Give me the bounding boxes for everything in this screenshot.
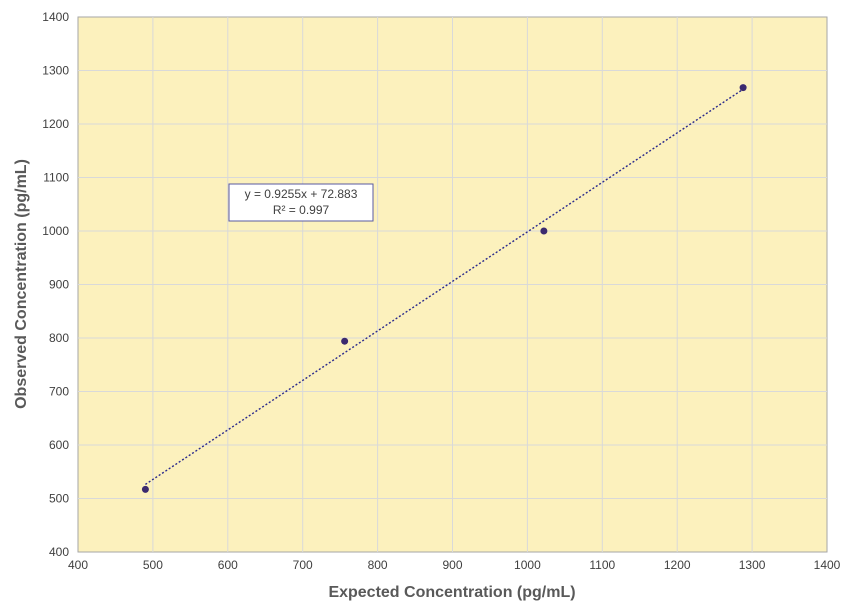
data-point xyxy=(739,84,747,92)
gridlines xyxy=(78,17,827,552)
x-tick-label: 1200 xyxy=(664,558,691,572)
x-tick-label: 400 xyxy=(68,558,88,572)
y-tick-label: 1400 xyxy=(42,10,69,24)
y-tick-label: 1100 xyxy=(43,171,69,185)
trendline xyxy=(145,88,744,485)
y-tick-label: 700 xyxy=(49,385,69,399)
x-tick-label: 500 xyxy=(143,558,163,572)
y-tick-label: 900 xyxy=(49,278,69,292)
data-point xyxy=(141,485,149,493)
data-point xyxy=(341,337,349,345)
x-axis-title: Expected Concentration (pg/mL) xyxy=(328,584,575,601)
y-tick-label: 600 xyxy=(49,438,69,452)
y-axis-title: Observed Concentration (pg/mL) xyxy=(13,159,30,409)
y-tick-label: 1000 xyxy=(42,224,69,238)
y-tick-label: 800 xyxy=(49,331,69,345)
y-tick-label: 500 xyxy=(49,492,69,506)
x-tick-label: 600 xyxy=(218,558,238,572)
data-points xyxy=(141,84,747,493)
x-tick-label: 1000 xyxy=(514,558,541,572)
data-point xyxy=(540,227,548,235)
x-tick-label: 800 xyxy=(368,558,388,572)
x-tick-label: 1100 xyxy=(589,558,615,572)
x-axis-tick-labels: 400 500 600 700 800 900 1000 1100 1200 1300 1400 xyxy=(68,558,841,572)
y-tick-label: 1300 xyxy=(42,64,69,78)
x-tick-label: 1300 xyxy=(739,558,766,572)
y-axis-tick-labels: 400 500 600 700 800 900 1000 1100 1200 1300 1400 xyxy=(42,10,69,559)
x-tick-label: 900 xyxy=(442,558,462,572)
x-tick-label: 700 xyxy=(293,558,313,572)
r-squared-label: R² = 0.997 xyxy=(273,203,330,217)
trendline-equation: y = 0.9255x + 72.883 xyxy=(245,187,358,201)
equation-box: y = 0.9255x + 72.883 R² = 0.997 xyxy=(228,183,374,222)
x-tick-label: 1400 xyxy=(814,558,841,572)
y-tick-label: 400 xyxy=(49,545,69,559)
y-tick-label: 1200 xyxy=(42,117,69,131)
